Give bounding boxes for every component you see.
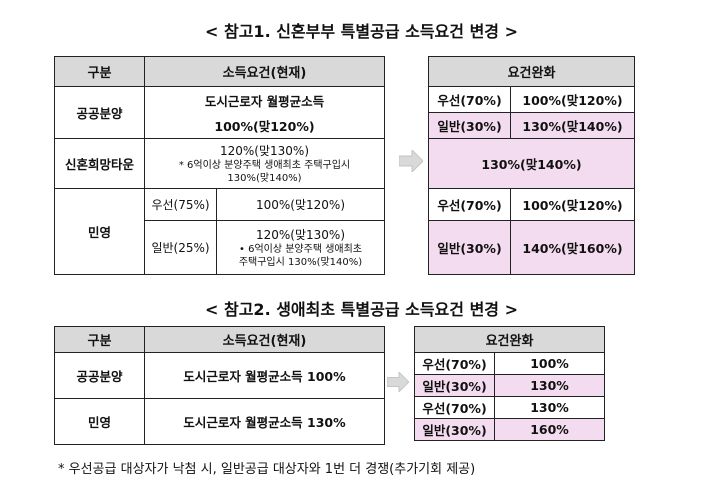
ref2-r-public-gen-value: 130%	[494, 374, 605, 397]
ref1-header-current: 소득요건(현재)	[144, 56, 385, 87]
ref1-relaxed-table: 요건완화 우선(70%) 100%(맞120%) 일반(30%) 130%(맞1…	[428, 56, 635, 275]
ref2-relaxed-table: 요건완화 우선(70%) 100% 일반(30%) 130% 우선(70%) 1…	[414, 326, 605, 441]
footnote: * 우선공급 대상자가 낙첨 시, 일반공급 대상자와 1번 더 경쟁(추가기회…	[58, 462, 476, 477]
ref2-current-table: 구분 소득요건(현재) 공공분양 도시근로자 월평균소득 100% 민영 도시근…	[54, 326, 385, 445]
ref1-header-relaxed: 요건완화	[428, 56, 635, 87]
ref2-header-relaxed: 요건완화	[414, 326, 605, 353]
ref2-public-value: 도시근로자 월평균소득 100%	[144, 352, 385, 399]
ref1-r-hope-value: 130%(맞140%)	[428, 138, 635, 189]
ref1-hope-current: 120%(맞130%) * 6억이상 분양주택 생애최초 주택구입시 130%(…	[144, 138, 385, 189]
ref2-r-public-pref-value: 100%	[494, 352, 605, 375]
ref1-private-gen-note1: • 6억이상 분양주택 생애최초	[239, 244, 362, 255]
ref2-r-private-pref-label: 우선(70%)	[414, 396, 495, 419]
ref1-r-private-gen-label: 일반(30%)	[428, 220, 511, 275]
ref1-private-gen-note2: 주택구입시 130%(맞140%)	[238, 257, 363, 268]
ref1-private-gen-label: 일반(25%)	[144, 220, 217, 275]
arrow-right-icon	[399, 150, 423, 172]
ref1-header-division: 구분	[54, 56, 145, 87]
ref1-current-table: 구분 소득요건(현재) 공공분양 도시근로자 월평균소득 100%(맞120%)…	[54, 56, 385, 275]
ref1-r-public-gen-value: 130%(맞140%)	[510, 112, 635, 139]
ref2-private-label: 민영	[54, 398, 145, 445]
arrow-right-icon	[387, 372, 409, 392]
ref1-hope-label: 신혼희망타운	[54, 138, 145, 189]
ref1-public-label: 공공분양	[54, 86, 145, 139]
ref1-r-private-pref-value: 100%(맞120%)	[510, 188, 635, 221]
ref1-public-line1: 도시근로자 월평균소득	[204, 93, 325, 109]
ref1-private-gen-note1-text: 6억이상 분양주택 생애최초	[248, 244, 362, 255]
ref1-r-private-gen-value: 140%(맞160%)	[510, 220, 635, 275]
ref1-title: < 참고1. 신혼부부 특별공급 소득요건 변경 >	[205, 22, 518, 41]
ref2-r-private-gen-label: 일반(30%)	[414, 418, 495, 441]
ref1-r-public-pref-label: 우선(70%)	[428, 86, 511, 113]
ref1-r-public-pref-value: 100%(맞120%)	[510, 86, 635, 113]
ref1-hope-line1: 120%(맞130%)	[219, 144, 310, 158]
ref1-hope-note1: * 6억이상 분양주택 생애최초 주택구입시	[178, 160, 351, 171]
ref1-private-gen-value: 120%(맞130%) • 6억이상 분양주택 생애최초 주택구입시 130%(…	[216, 220, 385, 275]
ref1-public-line2: 100%(맞120%)	[214, 118, 315, 134]
ref2-r-public-gen-label: 일반(30%)	[414, 374, 495, 397]
ref1-private-label: 민영	[54, 188, 145, 275]
ref1-private-pref-label: 우선(75%)	[144, 188, 217, 221]
ref2-r-private-gen-value: 160%	[494, 418, 605, 441]
ref1-private-pref-value: 100%(맞120%)	[216, 188, 385, 221]
ref1-hope-note2: 130%(맞140%)	[227, 173, 302, 184]
ref2-title: < 참고2. 생애최초 특별공급 소득요건 변경 >	[205, 300, 518, 319]
ref2-header-current: 소득요건(현재)	[144, 326, 385, 353]
ref2-r-public-pref-label: 우선(70%)	[414, 352, 495, 375]
ref1-r-public-gen-label: 일반(30%)	[428, 112, 511, 139]
ref2-r-private-pref-value: 130%	[494, 396, 605, 419]
ref1-r-private-pref-label: 우선(70%)	[428, 188, 511, 221]
ref1-private-gen-line1: 120%(맞130%)	[255, 228, 346, 242]
ref2-header-division: 구분	[54, 326, 145, 353]
ref2-public-label: 공공분양	[54, 352, 145, 399]
ref1-public-current: 도시근로자 월평균소득 100%(맞120%)	[144, 86, 385, 139]
ref2-private-value: 도시근로자 월평균소득 130%	[144, 398, 385, 445]
